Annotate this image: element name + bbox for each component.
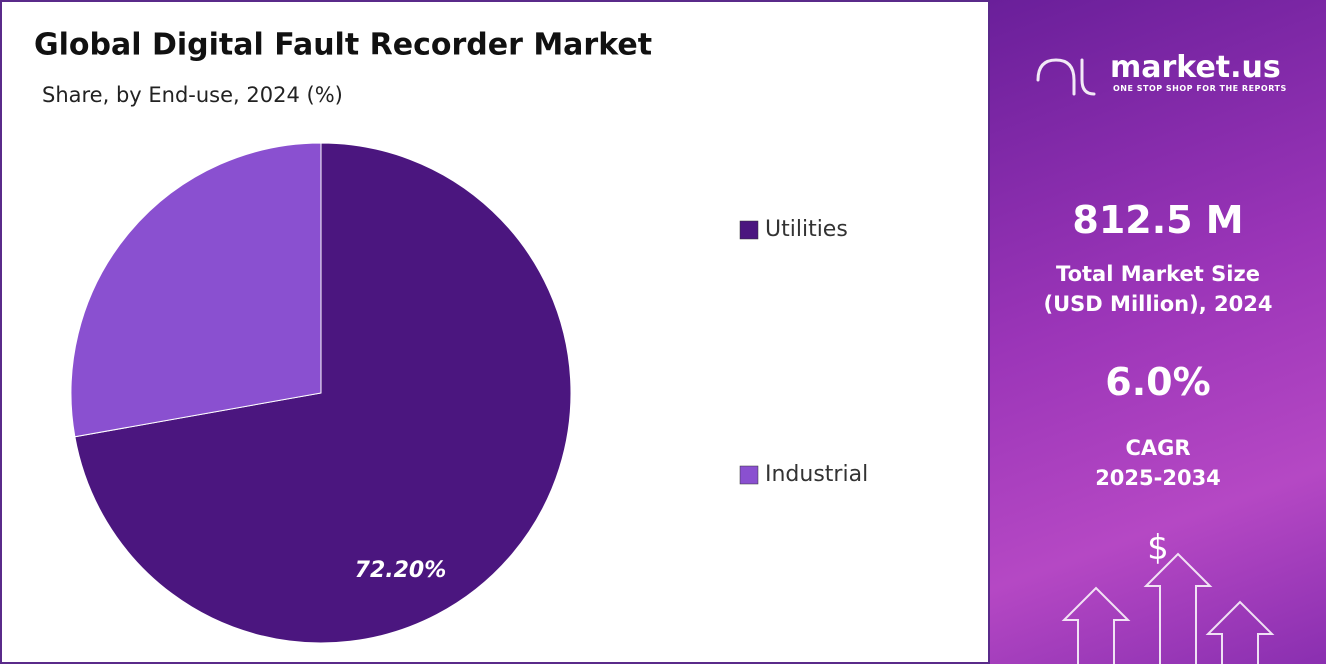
tagline: ONE STOP SHOP FOR THE REPORTS xyxy=(1113,84,1287,93)
arrow xyxy=(1061,586,1131,664)
cagr: 6.0% xyxy=(1105,360,1211,404)
chart-subtitle: Share, by End-use, 2024 (%) xyxy=(42,83,343,107)
cagr-label: CAGR xyxy=(1125,436,1191,460)
brand: market.us xyxy=(1110,50,1281,85)
sidebar-decor xyxy=(1036,58,1275,664)
dollar-icon: $ xyxy=(1147,528,1169,568)
chart: Global Digital Fault Recorder Market Sha… xyxy=(0,0,990,664)
chart-title: Global Digital Fault Recorder Market xyxy=(34,28,652,63)
legend-label: Utilities xyxy=(765,217,848,242)
sidebar: market.us ONE STOP SHOP FOR THE REPORTS … xyxy=(990,0,1326,664)
legend-swatch xyxy=(739,220,759,240)
arrow xyxy=(1205,600,1275,664)
pie-slice xyxy=(74,142,572,644)
arrow xyxy=(1143,552,1213,664)
market-size-label: (USD Million), 2024 xyxy=(1043,292,1273,316)
legend-label: Industrial xyxy=(765,462,868,487)
legend-swatch xyxy=(739,465,759,485)
logo-mark xyxy=(1036,58,1096,96)
cagr-label: 2025-2034 xyxy=(1095,466,1221,490)
market-size-label: Total Market Size xyxy=(1056,262,1260,286)
market-size: 812.5 M xyxy=(1072,198,1244,242)
data-label: 72.20% xyxy=(355,558,447,583)
pie-slice xyxy=(70,142,322,438)
